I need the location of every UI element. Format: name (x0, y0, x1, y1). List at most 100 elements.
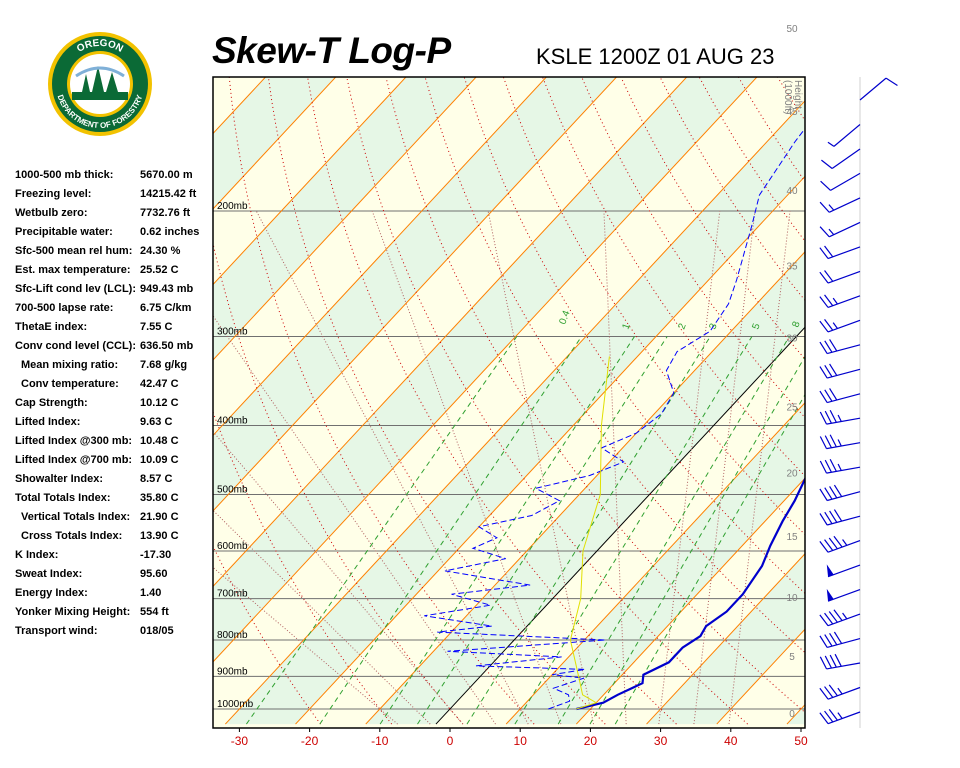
barb-flag (820, 180, 831, 191)
isotherm-line (505, 402, 805, 725)
barb-flag (819, 712, 829, 724)
index-label: 700-500 lapse rate: (15, 302, 114, 314)
isotherm-line (213, 77, 407, 286)
barb-staff (828, 197, 861, 213)
mixing-ratio-label: 5 (750, 322, 762, 331)
barb-flag (819, 656, 828, 670)
barb-flag (833, 484, 843, 497)
barb-flag (824, 340, 833, 353)
index-value: 24.30 % (140, 245, 181, 257)
barb-half-flag (842, 612, 848, 620)
dry-adiabat (502, 77, 805, 536)
isotherm-line (295, 175, 805, 725)
mixing-ratio-line (319, 336, 582, 725)
barb-flag (829, 654, 837, 668)
barb-flag (824, 686, 834, 698)
index-row: 700-500 lapse rate: 6.75 C/km (15, 299, 215, 318)
dry-adiabat (463, 77, 805, 595)
station-label: KSLE 1200Z 01 AUG 23 (536, 44, 775, 69)
wind-barb (859, 77, 898, 101)
mixing-ratio-label: 0.4 (557, 309, 572, 326)
index-value: 10.09 C (140, 454, 179, 466)
barb-flag (833, 509, 843, 522)
height-tick-label: 5 (789, 652, 795, 663)
barb-flag (824, 294, 834, 307)
chart-title: Skew-T Log-P (212, 30, 451, 71)
index-row: Transport wind: 018/05 (15, 622, 215, 641)
barb-flag (829, 434, 837, 448)
background-band (787, 704, 805, 725)
barb-flag (885, 77, 898, 87)
barb-flag (824, 539, 834, 551)
index-value: 018/05 (140, 625, 174, 637)
indices-panel: 1000-500 mb thick: 5670.00 m Freezing leve… (15, 166, 215, 641)
x-tick-label: 10 (514, 734, 528, 748)
wind-barb (819, 319, 861, 333)
barb-flag (828, 684, 838, 697)
barb-staff (827, 686, 861, 700)
height-tick-label: 25 (786, 402, 798, 413)
wind-barb (819, 388, 861, 404)
height-tick-label: 40 (786, 186, 798, 197)
barb-flag (819, 488, 828, 501)
plot-frame (212, 76, 806, 729)
moist-adiabat (728, 210, 791, 725)
mixing-ratio-line (514, 336, 753, 725)
index-value: 5670.00 m (140, 169, 193, 181)
x-tick-label: -30 (231, 734, 249, 748)
index-row: 1000-500 mb thick: 5670.00 m (15, 166, 215, 185)
mixing-ratio-label: 3 (707, 322, 719, 331)
barb-half-flag (842, 539, 848, 546)
height-tick-label: 20 (786, 469, 798, 480)
barb-half-flag (837, 463, 842, 471)
barb-flag (819, 460, 828, 474)
index-label: Energy Index: (15, 587, 88, 599)
barb-flag (819, 366, 828, 379)
dry-adiabat (806, 0, 960, 724)
index-value: 7.55 C (140, 321, 173, 333)
barb-staff (859, 77, 887, 101)
index-row: Sweat Index: 95.60 (15, 565, 215, 584)
index-label: Showalter Index: (15, 473, 104, 485)
index-row: Mean mixing ratio: 7.68 g/kg (15, 356, 215, 375)
index-row: Lifted Index: 9.63 C (15, 413, 215, 432)
index-label: Cap Strength: (15, 397, 88, 409)
index-value: 1.40 (140, 587, 162, 599)
parcel-line (569, 356, 610, 710)
barb-flag (824, 410, 832, 424)
barb-flag (833, 609, 843, 621)
temperature-line (576, 476, 805, 711)
wind-barb (819, 197, 861, 213)
barb-flag (819, 390, 828, 403)
barb-flag (819, 296, 829, 308)
wind-barb (826, 564, 861, 578)
barb-flag (828, 611, 838, 623)
barb-flag (829, 363, 838, 376)
index-value: 7.68 g/kg (140, 359, 188, 371)
pressure-label: 900mb (217, 666, 248, 677)
index-label: Mean mixing ratio: (21, 359, 119, 371)
height-axis-title: (1000ft) (782, 80, 793, 114)
dry-adiabat (228, 77, 535, 725)
mixing-ratio-label: 8 (790, 320, 802, 329)
index-value: 95.60 (140, 568, 168, 580)
pressure-label: 1000mb (217, 699, 254, 710)
x-tick-label: -10 (371, 734, 389, 748)
index-value: 13.90 C (140, 530, 179, 542)
x-tick-label: -20 (301, 734, 319, 748)
barb-staff (827, 638, 861, 648)
svg-text:OREGON: OREGON (75, 38, 125, 55)
barb-flag (819, 271, 829, 284)
barb-staff (833, 124, 861, 147)
barb-staff (828, 221, 861, 238)
barb-flag (824, 511, 833, 525)
dewpoint-line (424, 127, 805, 710)
index-label: 1000-500 mb thick: (15, 169, 114, 181)
index-label: Sfc-500 mean rel hum: (15, 245, 133, 257)
index-row: Lifted Index @300 mb: 10.48 C (15, 432, 215, 451)
barb-flag (821, 159, 833, 169)
barb-staff (826, 417, 861, 425)
wind-barb (819, 631, 861, 648)
index-value: 0.62 inches (140, 226, 200, 238)
barb-staff (827, 515, 861, 526)
